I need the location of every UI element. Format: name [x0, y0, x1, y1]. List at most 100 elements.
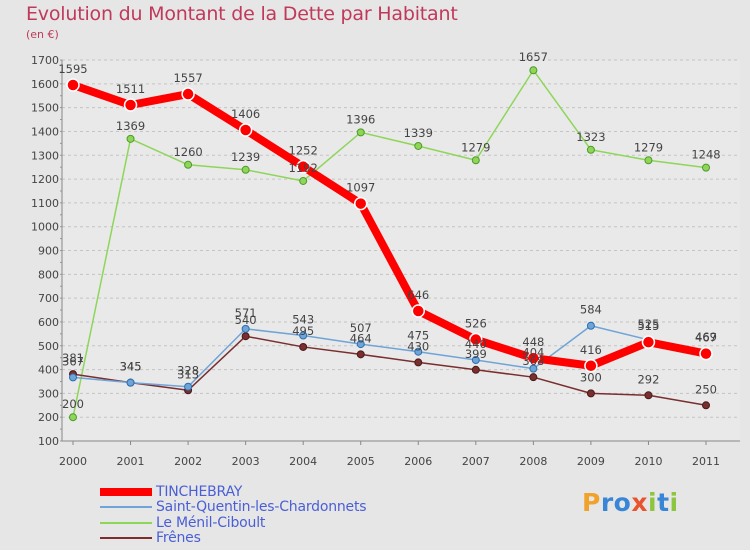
data-label: 1279: [634, 140, 663, 154]
data-point: [184, 382, 193, 391]
data-point: [414, 141, 423, 150]
data-point: [529, 373, 538, 382]
y-tick-label: 100: [38, 435, 59, 448]
data-point: [529, 364, 538, 373]
y-tick-label: 1700: [31, 54, 59, 67]
data-label: 1369: [116, 119, 145, 133]
data-label: 507: [350, 321, 372, 335]
data-point: [69, 413, 77, 422]
data-label: 250: [695, 382, 717, 396]
logo-letter: P: [582, 488, 601, 517]
logo-letter: t: [657, 488, 670, 517]
data-point: [299, 331, 308, 340]
data-point: [471, 365, 480, 374]
data-label: 543: [292, 313, 314, 327]
legend-swatch: [100, 506, 152, 509]
logo-letter: i: [669, 488, 679, 517]
legend: TINCHEBRAY Saint-Quentin-les-Chardonnets…: [100, 484, 367, 547]
data-point: [699, 346, 713, 361]
data-point: [586, 145, 595, 154]
data-point: [66, 78, 80, 92]
data-label: 515: [637, 319, 659, 333]
series-line: [72, 69, 707, 418]
data-point: [356, 340, 365, 349]
data-point: [644, 391, 653, 400]
data-label: 345: [120, 360, 142, 374]
proxiti-logo: Proxiti: [582, 488, 679, 517]
data-label: 1097: [346, 181, 375, 195]
data-point: [526, 351, 541, 365]
legend-swatch: [100, 487, 152, 496]
x-tick-label: 2004: [289, 455, 317, 468]
data-point: [353, 196, 368, 211]
data-point: [123, 98, 138, 112]
data-point: [241, 165, 250, 174]
data-point: [414, 347, 423, 356]
data-label: 200: [62, 397, 84, 411]
data-point: [529, 66, 538, 75]
logo-letter: x: [631, 488, 648, 517]
data-label: 1339: [404, 126, 433, 140]
logo-letter: i: [648, 488, 658, 517]
y-tick-label: 1200: [31, 173, 59, 186]
x-tick-label: 2005: [347, 455, 375, 468]
y-tick-label: 1100: [31, 197, 59, 210]
x-tick-label: 2011: [692, 455, 720, 468]
x-tick-label: 2002: [174, 455, 202, 468]
data-point: [69, 373, 77, 382]
series-line: [72, 335, 707, 407]
legend-item: TINCHEBRAY: [100, 484, 366, 500]
data-label: 328: [177, 364, 199, 378]
y-tick-label: 1300: [31, 149, 59, 162]
x-tick-label: 2009: [577, 455, 605, 468]
data-label: 381: [62, 351, 84, 365]
chart-subtitle: (en €): [26, 28, 59, 41]
data-label: 416: [580, 343, 602, 357]
data-label: 292: [637, 372, 659, 386]
data-point: [702, 163, 710, 172]
data-point: [241, 332, 250, 341]
x-tick-label: 2001: [117, 455, 145, 468]
data-label: 495: [292, 324, 314, 338]
data-point: [241, 324, 250, 333]
legend-label: Frênes: [156, 530, 201, 547]
data-point: [586, 389, 595, 398]
data-point: [414, 358, 423, 367]
y-tick-label: 1500: [31, 102, 59, 115]
data-point: [296, 159, 310, 174]
y-tick-label: 400: [38, 364, 59, 377]
data-label: 1557: [173, 71, 202, 85]
chart-title: Evolution du Montant de la Dette par Hab…: [26, 3, 458, 25]
data-label: 464: [350, 331, 372, 345]
data-point: [641, 335, 656, 349]
series-line: [72, 324, 707, 388]
y-tick-label: 1400: [31, 125, 59, 138]
y-tick-label: 900: [38, 245, 59, 258]
data-point: [469, 332, 483, 347]
data-label: 469: [695, 330, 717, 344]
data-label: 345: [120, 360, 142, 374]
data-label: 467: [695, 331, 717, 345]
x-tick-label: 2008: [519, 455, 547, 468]
data-label: 1396: [346, 112, 375, 126]
data-label: 313: [177, 367, 199, 381]
data-label: 1260: [173, 145, 202, 159]
data-label: 368: [522, 354, 544, 368]
data-label: 1239: [231, 150, 260, 164]
data-label: 404: [522, 346, 544, 360]
x-tick-label: 2006: [404, 455, 432, 468]
data-label: 526: [465, 317, 487, 331]
data-label: 399: [465, 347, 487, 361]
data-point: [356, 350, 365, 359]
data-label: 1595: [58, 62, 87, 76]
logo-letter: r: [600, 488, 614, 517]
y-tick-label: 200: [38, 411, 59, 424]
data-label: 584: [580, 303, 602, 317]
legend-label: TINCHEBRAY: [156, 483, 243, 500]
legend-label: Saint-Quentin-les-Chardonnets: [156, 499, 367, 516]
data-point: [299, 342, 308, 351]
data-label: 440: [465, 337, 487, 351]
data-point: [238, 123, 253, 137]
